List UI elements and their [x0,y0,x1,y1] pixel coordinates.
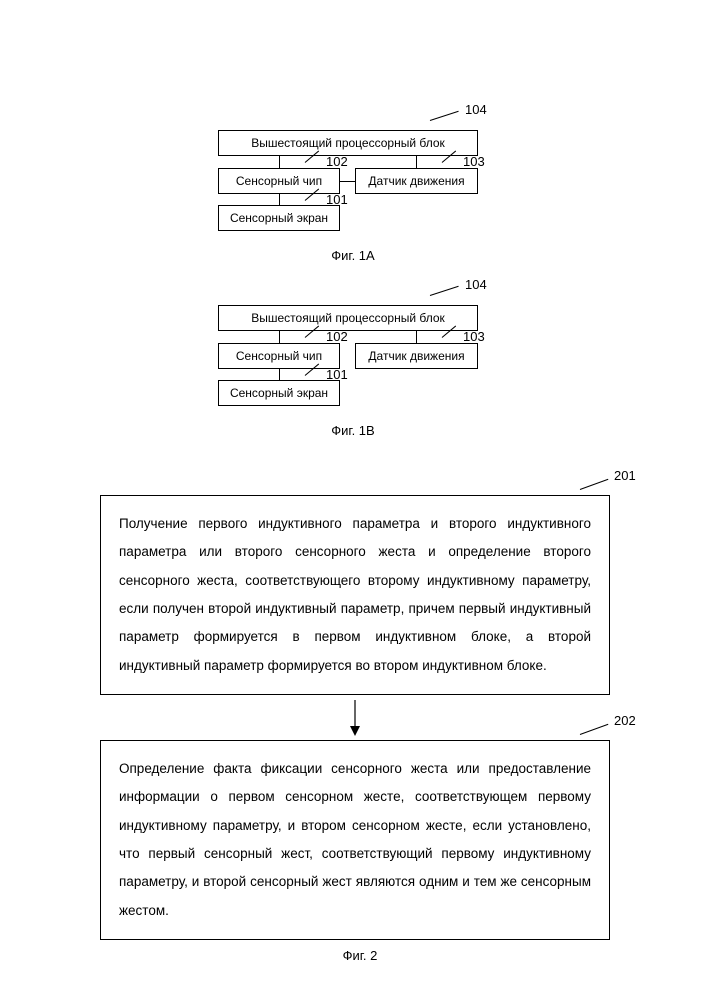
fig1a-ref-103: 103 [463,154,485,169]
fig1a-caption: Фиг. 1A [318,248,388,263]
fig1a-box-103-text: Датчик движения [368,174,464,188]
fig1a-conn-102-101 [279,194,280,205]
fig2-step-202-text: Определение факта фиксации сенсорного же… [119,761,591,918]
fig2-arrow [348,700,362,736]
fig1a-ref-104: 104 [465,102,487,117]
fig1a-box-101: Сенсорный экран [218,205,340,231]
fig1b-box-104: Вышестоящий процессорный блок [218,305,478,331]
fig1b-caption: Фиг. 1B [318,423,388,438]
fig1b-box-103: Датчик движения [355,343,478,369]
fig1a-box-103: Датчик движения [355,168,478,194]
fig1a-box-102: Сенсорный чип [218,168,340,194]
fig1a-conn-104-103 [416,156,417,168]
fig2-step-201: Получение первого индуктивного параметра… [100,495,610,695]
fig1b-conn-104-102 [279,331,280,343]
fig2-ref-201: 201 [614,468,636,483]
fig1a-box-101-text: Сенсорный экран [230,211,328,225]
fig1b-box-102-text: Сенсорный чип [236,349,322,363]
fig2-step-202: Определение факта фиксации сенсорного же… [100,740,610,940]
fig1a-box-104: Вышестоящий процессорный блок [218,130,478,156]
fig1b-conn-102-101 [279,369,280,380]
fig1a-ref-101: 101 [326,192,348,207]
fig1a-lead-104 [430,111,459,121]
fig2-step-201-text: Получение первого индуктивного параметра… [119,516,591,673]
fig1b-box-102: Сенсорный чип [218,343,340,369]
fig2-caption: Фиг. 2 [330,948,390,963]
fig1b-lead-104 [430,286,459,296]
fig1b-ref-101: 101 [326,367,348,382]
fig1a-box-104-text: Вышестоящий процессорный блок [251,136,445,150]
fig1a-ref-102: 102 [326,154,348,169]
fig1b-ref-104: 104 [465,277,487,292]
fig2-lead-202 [580,724,609,735]
fig1b-box-103-text: Датчик движения [368,349,464,363]
fig1b-box-101: Сенсорный экран [218,380,340,406]
fig1a-box-102-text: Сенсорный чип [236,174,322,188]
fig1b-ref-102: 102 [326,329,348,344]
fig1a-conn-102-103 [340,181,355,182]
fig1b-box-104-text: Вышестоящий процессорный блок [251,311,445,325]
fig1b-ref-103: 103 [463,329,485,344]
fig2-lead-201 [580,479,609,490]
fig1a-conn-104-102 [279,156,280,168]
fig1b-box-101-text: Сенсорный экран [230,386,328,400]
fig1b-conn-104-103 [416,331,417,343]
fig2-ref-202: 202 [614,713,636,728]
